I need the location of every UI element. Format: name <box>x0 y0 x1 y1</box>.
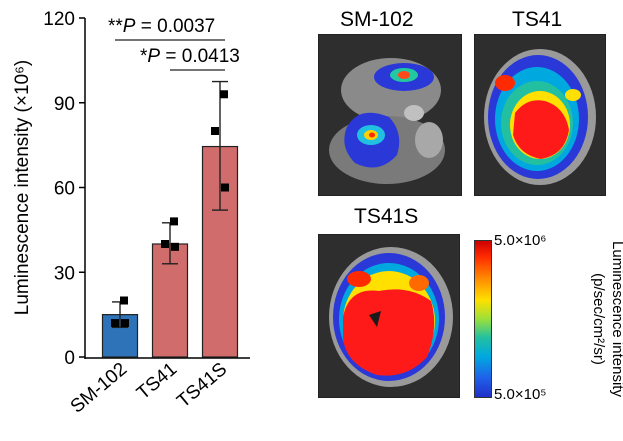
y-tick-label: 90 <box>54 94 75 115</box>
x-tick-label-ts41s: TS41S <box>173 359 231 412</box>
organ-image-sm102 <box>318 34 462 196</box>
x-tick-label-sm-102: SM-102 <box>67 359 131 418</box>
y-axis-label: Luminescence intensity (×10⁶) <box>12 60 33 315</box>
data-point <box>220 90 228 99</box>
organ-image-ts41s <box>318 234 460 398</box>
colorbar-axis-title-line2: (p/sec/cm²/sr) <box>590 273 607 365</box>
panel-title-ts41s: TS41S <box>354 205 419 228</box>
data-point <box>221 183 229 192</box>
colorbar-min-label: 5.0×10⁵ <box>494 386 547 403</box>
y-tick-label: 120 <box>43 9 75 30</box>
y-tick-label: 30 <box>54 263 75 284</box>
data-point <box>170 217 178 226</box>
significance-label: **P = 0.0037 <box>108 16 215 37</box>
data-point <box>211 127 219 135</box>
significance-label: *P = 0.0413 <box>140 46 240 67</box>
data-point <box>121 319 129 328</box>
colorbar-axis-title: Luminescence intensity (p/sec/cm²/sr) <box>589 241 623 397</box>
data-point <box>171 242 179 251</box>
panel-title-sm102: SM-102 <box>340 8 414 31</box>
y-tick-label: 60 <box>54 179 75 200</box>
data-point <box>120 296 128 305</box>
luminescence-colorbar <box>474 240 492 398</box>
y-tick-label: 0 <box>64 348 75 369</box>
organ-image-ts41 <box>474 34 606 196</box>
colorbar-max-label: 5.0×10⁶ <box>494 232 547 249</box>
data-point <box>161 240 169 248</box>
panel-title-ts41: TS41 <box>512 8 563 31</box>
colorbar-axis-title-line1: Luminescence intensity <box>609 241 623 397</box>
data-point <box>111 319 119 328</box>
